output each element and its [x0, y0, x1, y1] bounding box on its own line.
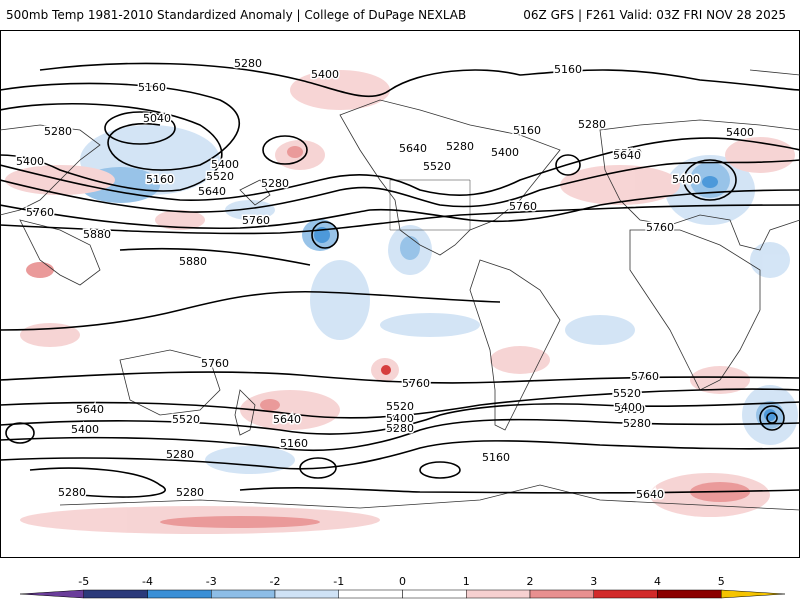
contour-label: 5160	[280, 437, 308, 450]
colorbar-swatches	[19, 589, 786, 599]
colorbar-tick-label: -2	[270, 575, 281, 588]
colorbar-tick-label: 0	[399, 575, 406, 588]
contour-label: 5520	[423, 160, 451, 173]
colorbar-swatch	[274, 589, 339, 599]
contour-label: 5160	[146, 173, 174, 186]
contour-label: 5400	[311, 68, 339, 81]
contour-label: 5520	[614, 147, 642, 160]
colorbar-tick-label: -4	[142, 575, 153, 588]
colorbar-swatch	[593, 589, 658, 599]
contour-label: 5520	[206, 170, 234, 183]
contour-label: 5640	[273, 413, 301, 426]
contour-label: 5280	[446, 140, 474, 153]
contour-label: 5400	[71, 423, 99, 436]
contour-label: 5520	[613, 387, 641, 400]
colorbar-swatch	[466, 589, 531, 599]
contour-label: 5760	[646, 221, 674, 234]
contour-label: 5400	[617, 403, 645, 416]
contour-label: 5400	[491, 146, 519, 159]
contour-label: 5400	[211, 158, 239, 171]
colorbar-swatch	[657, 589, 722, 599]
contour-label: 5640	[399, 142, 427, 155]
contour-label: 5160	[138, 81, 166, 94]
contour-label: 5160	[513, 124, 541, 137]
contour-label: 5280	[44, 125, 72, 138]
colorbar-swatch	[529, 589, 594, 599]
contour-label: 5400	[672, 173, 700, 186]
contour-label: 5880	[83, 228, 111, 241]
contour-label: 5040	[143, 112, 171, 125]
contour-label: 5280	[261, 177, 289, 190]
contour-label: 5520	[386, 400, 414, 413]
colorbar-swatch	[83, 589, 148, 599]
contour-label: 5400	[614, 401, 642, 414]
contour-label: 5760	[26, 206, 54, 219]
colorbar-swatch	[211, 589, 276, 599]
colorbar-swatch	[19, 589, 84, 599]
contour-label: 5880	[179, 255, 207, 268]
colorbar: -5 -4 -3 -2 -1 0 1 2 3 4 5	[19, 575, 786, 599]
contour-label: 5280	[234, 57, 262, 70]
contour-label: 5280	[176, 486, 204, 499]
colorbar-tick-label: 3	[590, 575, 597, 588]
contour-label: 5520	[172, 413, 200, 426]
colorbar-tick-label: -3	[206, 575, 217, 588]
height-contours	[0, 62, 800, 498]
colorbar-swatch	[338, 589, 403, 599]
colorbar-tick-label: -5	[78, 575, 89, 588]
colorbar-swatch	[147, 589, 212, 599]
contour-label: 5280	[623, 417, 651, 430]
contour-label: 5640	[613, 149, 641, 162]
contour-label: 5640	[636, 488, 664, 501]
model-run-info: 06Z GFS | F261 Valid: 03Z FRI NOV 28 202…	[523, 8, 786, 22]
contour-label: 5280	[578, 118, 606, 131]
contour-label: 5640	[198, 185, 226, 198]
colorbar-tick-label: 5	[718, 575, 725, 588]
colorbar-tick-label: -1	[333, 575, 344, 588]
anomaly-shading	[5, 70, 798, 534]
colorbar-tick-label: 4	[654, 575, 661, 588]
contour-label: 5760	[201, 357, 229, 370]
contour-label: 5760	[242, 214, 270, 227]
contour-label: 5760	[631, 370, 659, 383]
contour-label: 5160	[482, 451, 510, 464]
contour-label: 5280	[58, 486, 86, 499]
contour-label: 5400	[16, 155, 44, 168]
contour-label: 5520	[613, 388, 641, 401]
contour-label: 5280	[623, 418, 651, 431]
contour-label: 5640	[76, 403, 104, 416]
colorbar-tick-label: 1	[463, 575, 470, 588]
colorbar-swatch	[721, 589, 786, 599]
contour-label: 5280	[386, 422, 414, 435]
colorbar-tick-label: 2	[527, 575, 534, 588]
colorbar-swatch	[402, 589, 467, 599]
contour-label: 5760	[509, 200, 537, 213]
colorbar-labels: -5 -4 -3 -2 -1 0 1 2 3 4 5	[78, 575, 724, 588]
contour-label: 5400	[386, 412, 414, 425]
contour-label: 5400	[726, 126, 754, 139]
contour-label: 5760	[402, 377, 430, 390]
contour-label: 5280	[166, 448, 194, 461]
map-title: 500mb Temp 1981-2010 Standardized Anomal…	[6, 8, 467, 22]
contour-label: 5160	[554, 63, 582, 76]
